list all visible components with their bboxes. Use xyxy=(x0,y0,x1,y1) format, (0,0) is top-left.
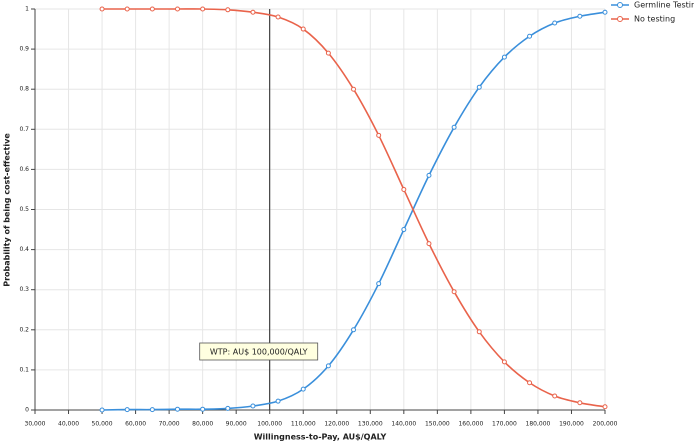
annotation-box xyxy=(199,342,319,361)
data-point xyxy=(325,363,331,369)
x-tick-label: 180,000 xyxy=(526,421,551,428)
data-point xyxy=(275,398,281,404)
data-point xyxy=(527,380,533,386)
ticks: 30,000 40,000 50,000 60,000 70,000 80,000 90,0… xyxy=(19,6,617,428)
data-point xyxy=(401,186,407,192)
data-point xyxy=(602,9,608,15)
data-point xyxy=(351,327,357,333)
y-tick-label: 0.1 xyxy=(19,366,29,373)
y-tick-label: 0.4 xyxy=(19,246,29,253)
data-point xyxy=(99,6,105,12)
data-point xyxy=(175,6,180,12)
x-tick-label: 140,000 xyxy=(391,421,416,428)
data-point xyxy=(501,359,507,365)
legend-marker xyxy=(617,2,623,8)
annotation: WTP: AU$ 100,000/QALY xyxy=(199,342,319,361)
data-point xyxy=(149,6,155,12)
x-tick-label: 80,000 xyxy=(192,421,213,428)
x-tick-label: 100,000 xyxy=(257,421,282,428)
y-tick-label: 0.7 xyxy=(19,126,29,133)
series xyxy=(99,6,608,413)
data-point xyxy=(225,405,231,411)
data-point xyxy=(124,6,130,12)
data-point xyxy=(401,227,407,233)
data-point xyxy=(602,404,608,410)
data-point xyxy=(275,14,281,20)
data-point xyxy=(476,329,482,335)
data-point xyxy=(124,407,130,413)
x-tick-label: 150,000 xyxy=(425,421,450,428)
data-point xyxy=(501,54,507,60)
x-tick-label: 160,000 xyxy=(458,421,483,428)
grid xyxy=(34,8,606,411)
y-tick-label: 0.6 xyxy=(19,166,29,173)
data-point xyxy=(99,407,105,413)
legend-label: No testing xyxy=(634,15,675,24)
series-line xyxy=(102,11,606,411)
data-point xyxy=(300,26,306,32)
y-tick-label: 0.2 xyxy=(19,326,29,333)
data-point xyxy=(426,241,432,247)
y-tick-label: 1 xyxy=(25,6,29,13)
data-point xyxy=(200,406,206,412)
legend: Germline Testing No testing xyxy=(611,1,694,24)
data-point xyxy=(175,406,180,412)
x-tick-label: 120,000 xyxy=(324,421,349,428)
data-point xyxy=(376,132,382,138)
x-tick-label: 70,000 xyxy=(159,421,180,428)
data-point xyxy=(250,403,256,409)
y-tick-label: 0.8 xyxy=(19,86,29,93)
y-axis-title: Probability of being cost-effective xyxy=(3,133,12,287)
x-tick-label: 110,000 xyxy=(291,421,316,428)
x-axis-title: Willingness-to-Pay, AU$/QALY xyxy=(254,433,387,442)
series-line xyxy=(102,8,606,408)
annotation-label: WTP: AU$ 100,000/QALY xyxy=(210,348,308,357)
x-tick-label: 200,000 xyxy=(593,421,618,428)
y-tick-label: 0.3 xyxy=(19,286,29,293)
x-tick-label: 40,000 xyxy=(58,421,79,428)
x-tick-label: 30,000 xyxy=(25,421,46,428)
data-point xyxy=(376,281,382,287)
x-tick-label: 190,000 xyxy=(559,421,584,428)
data-point xyxy=(527,33,533,39)
x-tick-label: 50,000 xyxy=(92,421,113,428)
data-point xyxy=(250,9,256,15)
y-tick-label: 0.9 xyxy=(19,46,29,53)
data-point xyxy=(149,407,155,413)
y-tick-label: 0.5 xyxy=(19,206,29,213)
data-point xyxy=(200,6,206,12)
x-tick-label: 170,000 xyxy=(492,421,517,428)
legend-label: Germline Testing xyxy=(634,1,694,10)
data-point xyxy=(451,124,457,130)
data-point xyxy=(552,393,558,399)
data-point xyxy=(225,7,231,13)
data-point xyxy=(300,386,306,392)
data-point xyxy=(451,289,457,295)
data-point xyxy=(426,172,432,178)
data-point xyxy=(552,20,558,26)
data-point xyxy=(476,84,482,90)
y-tick-label: 0 xyxy=(25,407,29,414)
legend-marker xyxy=(617,16,623,22)
data-point xyxy=(577,13,583,19)
x-tick-label: 60,000 xyxy=(125,421,146,428)
x-tick-label: 130,000 xyxy=(358,421,383,428)
data-point xyxy=(325,50,331,56)
data-point xyxy=(577,400,583,406)
data-point xyxy=(351,86,357,92)
x-tick-label: 90,000 xyxy=(226,421,247,428)
